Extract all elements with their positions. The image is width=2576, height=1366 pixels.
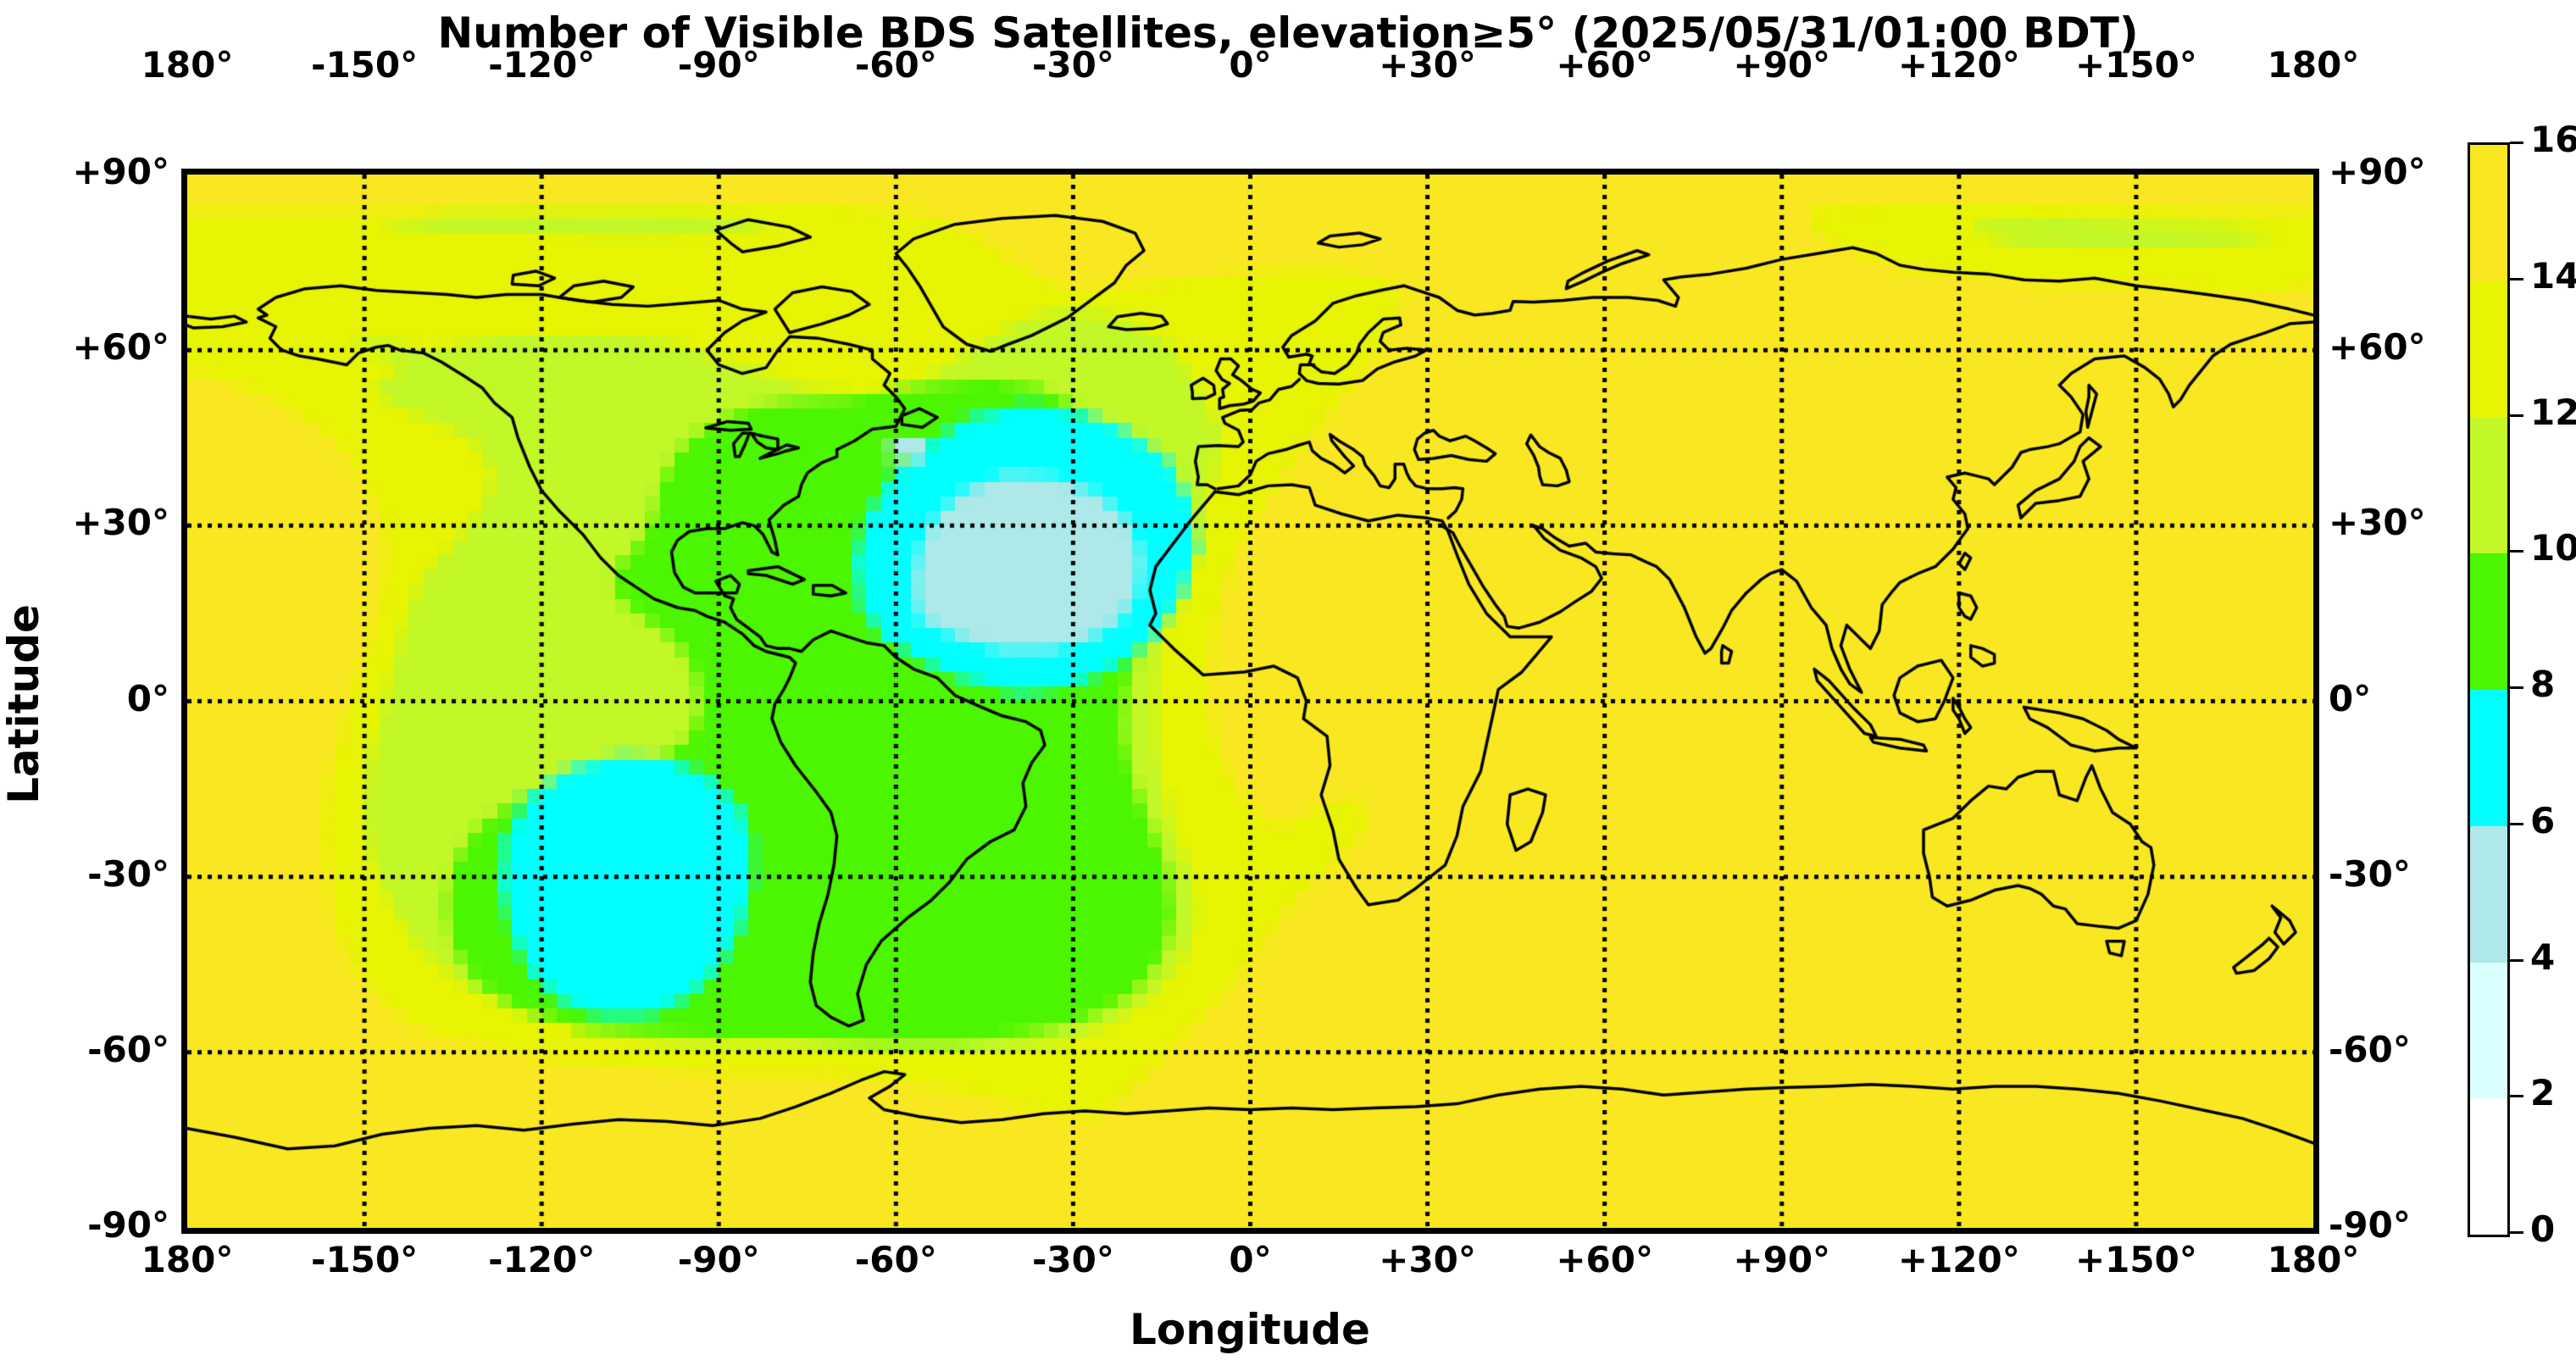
- colorbar-tick-label: 16: [2530, 119, 2576, 160]
- colorbar-tick-label: 4: [2530, 936, 2556, 978]
- lon-tick-label: -60°: [854, 44, 937, 86]
- lat-tick-label: +60°: [72, 326, 169, 369]
- lon-tick-label: +60°: [1556, 44, 1653, 86]
- colorbar-segment: [2470, 145, 2507, 281]
- lon-tick-label: -90°: [677, 1239, 760, 1280]
- x-axis-title: Longitude: [1130, 1305, 1370, 1354]
- lat-tick-label: -90°: [2329, 1204, 2411, 1246]
- chart-title: Number of Visible BDS Satellites, elevat…: [437, 8, 2139, 58]
- lat-tick-label: -30°: [87, 852, 169, 895]
- colorbar-tick: [2510, 550, 2523, 553]
- colorbar-tick: [2510, 822, 2523, 825]
- lon-tick-label: -150°: [311, 1239, 419, 1280]
- colorbar-tick-label: 10: [2530, 527, 2576, 569]
- lon-tick-label: -30°: [1031, 1239, 1114, 1280]
- lon-tick-label: 180°: [141, 44, 234, 86]
- lon-tick-label: +120°: [1897, 44, 2020, 86]
- colorbar-tick: [2510, 1095, 2523, 1098]
- lat-tick-label: 0°: [2329, 677, 2372, 719]
- colorbar-tick: [2510, 958, 2523, 962]
- lat-tick-label: +30°: [72, 502, 169, 544]
- lon-tick-label: +30°: [1379, 44, 1476, 86]
- colorbar-segment: [2470, 280, 2507, 418]
- lon-tick-label: +90°: [1733, 1239, 1831, 1280]
- colorbar-tick-label: 0: [2530, 1208, 2556, 1250]
- colorbar-tick: [2510, 142, 2523, 144]
- lon-tick-label: -30°: [1031, 44, 1114, 86]
- lon-tick-label: +120°: [1897, 1239, 2020, 1280]
- colorbar-segment: [2470, 825, 2507, 963]
- colorbar-tick: [2510, 414, 2523, 417]
- lon-tick-label: +60°: [1556, 1239, 1653, 1280]
- lat-tick-label: -60°: [2329, 1028, 2411, 1070]
- lon-tick-label: -90°: [677, 44, 760, 86]
- colorbar-tick-label: 12: [2530, 391, 2576, 433]
- y-axis-title: Latitude: [0, 604, 48, 804]
- colorbar-tick-label: 6: [2530, 799, 2556, 841]
- colorbar-segment: [2470, 553, 2507, 690]
- colorbar: [2468, 142, 2510, 1237]
- lat-tick-label: -90°: [87, 1204, 169, 1246]
- lon-tick-label: +150°: [2074, 1239, 2197, 1280]
- lat-tick-label: +90°: [72, 151, 169, 192]
- lon-tick-label: -60°: [854, 1239, 937, 1280]
- lat-tick-label: -60°: [87, 1028, 169, 1070]
- colorbar-tick: [2510, 686, 2523, 689]
- colorbar-tick-label: 8: [2530, 664, 2556, 705]
- lon-tick-label: +90°: [1733, 44, 1831, 86]
- colorbar-segment: [2470, 417, 2507, 554]
- lon-tick-label: +150°: [2074, 44, 2197, 86]
- colorbar-tick-label: 14: [2530, 254, 2576, 297]
- map-plot-area: [181, 169, 2319, 1234]
- lat-tick-label: 0°: [126, 677, 169, 719]
- lon-tick-label: 180°: [2267, 44, 2360, 86]
- lon-tick-label: 0°: [1229, 1239, 1272, 1280]
- lat-tick-label: +30°: [2329, 502, 2426, 544]
- lon-tick-label: 180°: [141, 1239, 234, 1280]
- colorbar-tick-label: 2: [2530, 1072, 2556, 1114]
- colorbar-segment: [2470, 1098, 2507, 1235]
- lon-tick-label: 0°: [1229, 44, 1272, 86]
- lat-tick-label: +60°: [2329, 326, 2426, 369]
- lon-tick-label: +30°: [1379, 1239, 1476, 1280]
- colorbar-tick: [2510, 1231, 2523, 1234]
- colorbar-tick: [2510, 277, 2523, 280]
- lon-tick-label: -120°: [488, 44, 596, 86]
- lon-tick-label: -150°: [311, 44, 419, 86]
- colorbar-segment: [2470, 962, 2507, 1099]
- colorbar-segment: [2470, 690, 2507, 826]
- lat-tick-label: +90°: [2329, 151, 2426, 192]
- lon-tick-label: -120°: [488, 1239, 596, 1280]
- lon-tick-label: 180°: [2267, 1239, 2360, 1280]
- world-heatmap-canvas: [187, 175, 2313, 1228]
- lat-tick-label: -30°: [2329, 852, 2411, 895]
